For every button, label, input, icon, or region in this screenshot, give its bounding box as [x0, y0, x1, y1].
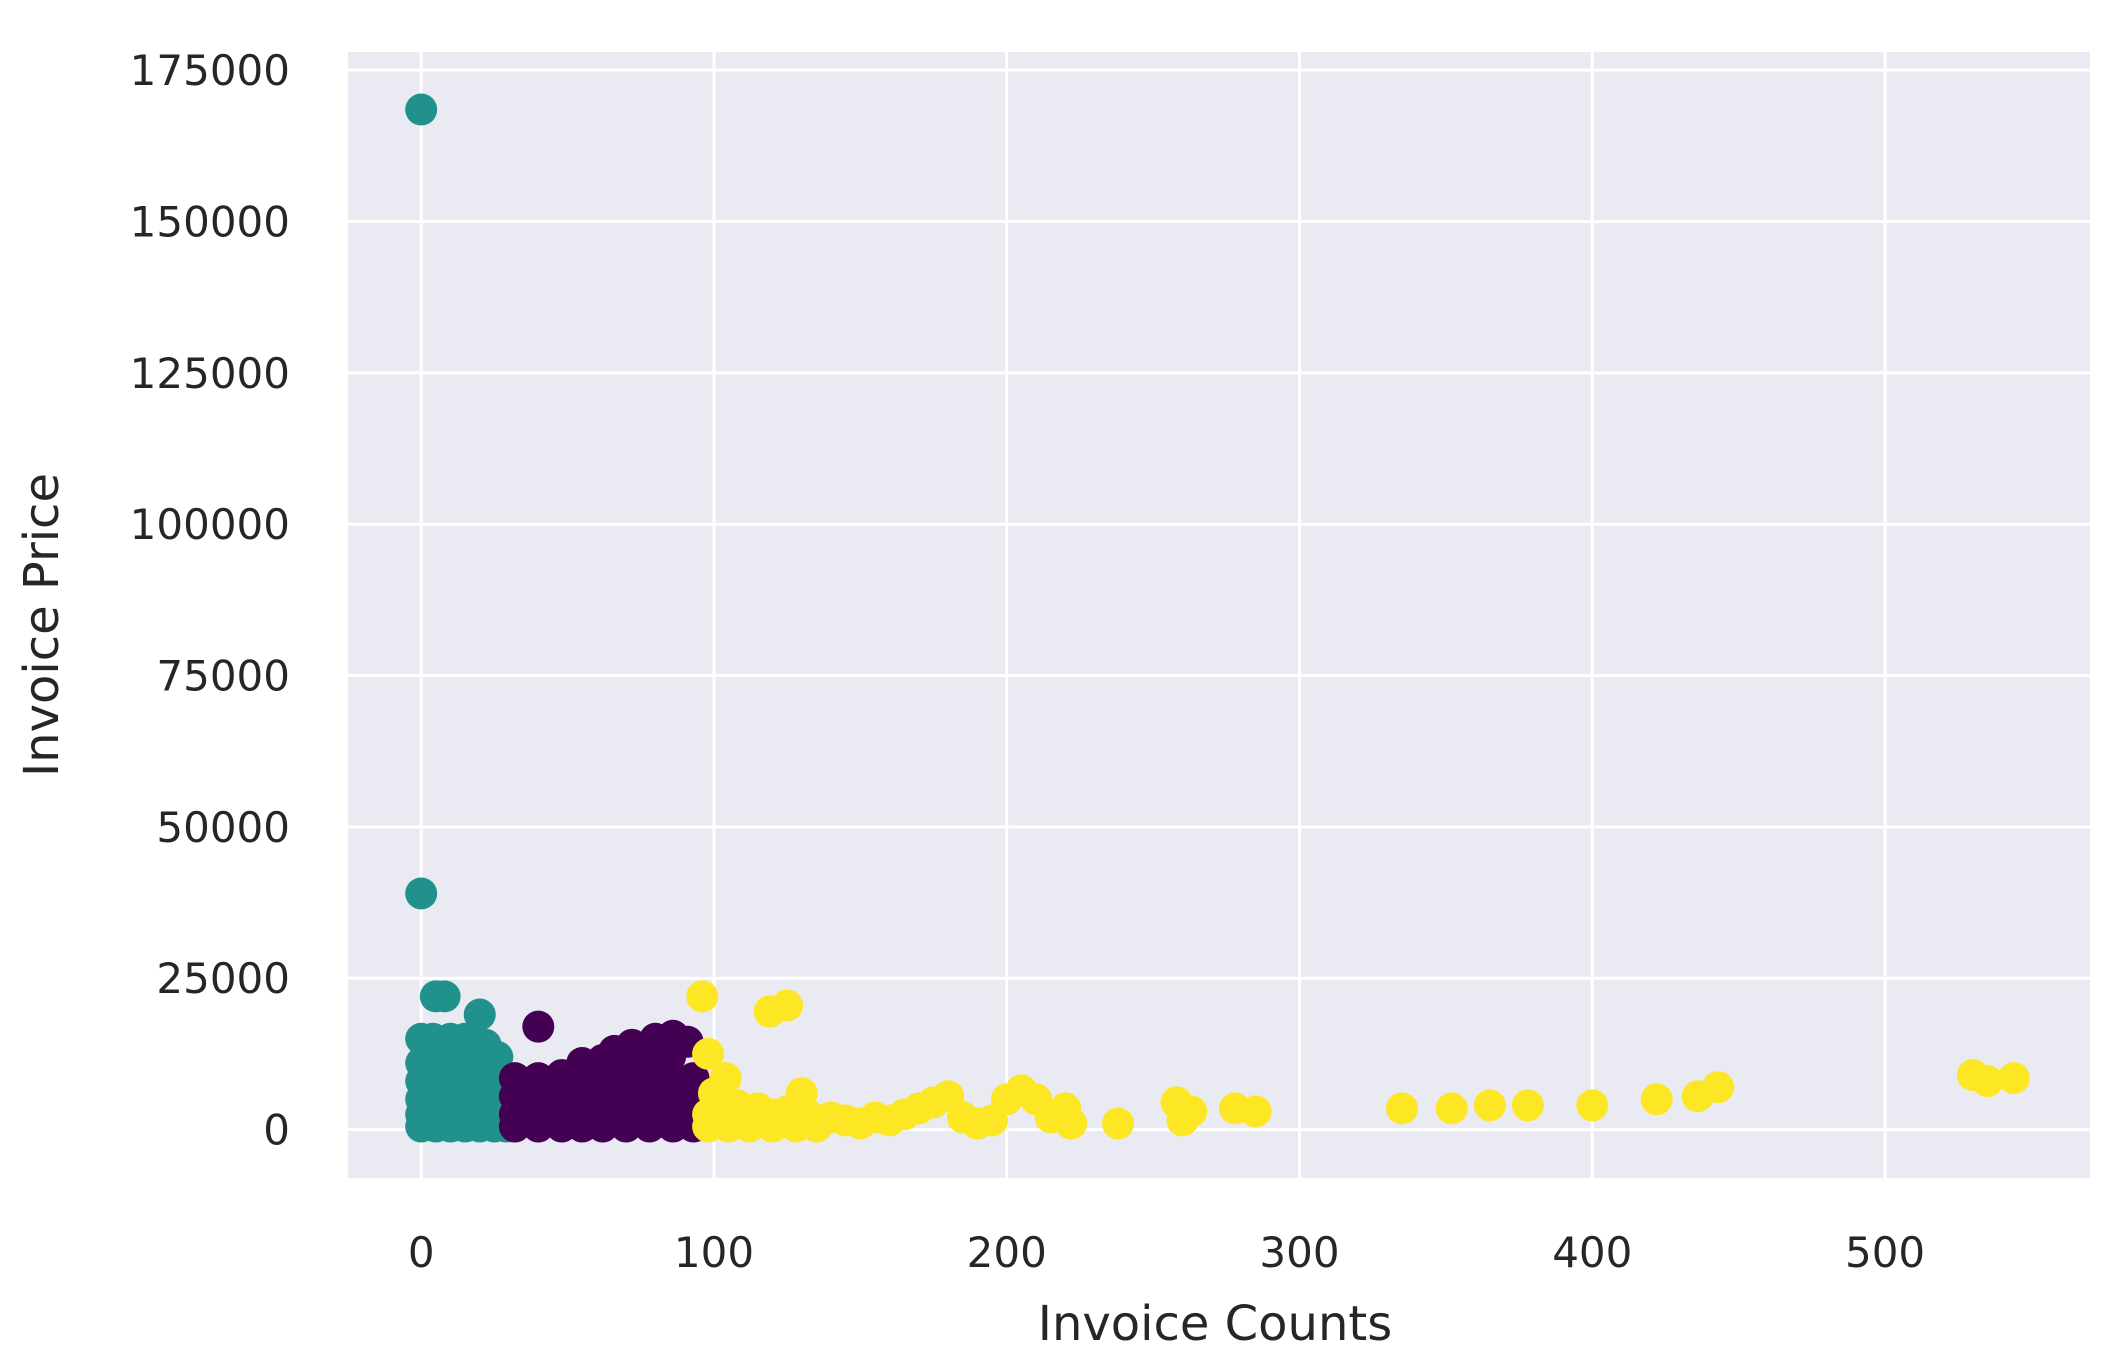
data-point [733, 1098, 766, 1131]
data-point [557, 1071, 590, 1104]
data-point [1511, 1089, 1544, 1122]
data-point [522, 1010, 555, 1043]
x-axis-label: Invoice Counts [1038, 1296, 1392, 1352]
data-point [1971, 1065, 2004, 1098]
x-tick-label: 300 [1259, 1228, 1339, 1277]
data-point [791, 1098, 824, 1131]
data-point [534, 1089, 567, 1122]
y-tick-label: 175000 [130, 46, 290, 95]
y-tick-label: 25000 [156, 954, 290, 1003]
data-point [1576, 1089, 1609, 1122]
y-tick-label: 0 [263, 1106, 290, 1155]
y-tick-labels: 0 25000 50000 75000 100000 125000 150000 175000 [130, 46, 290, 1154]
data-point [686, 980, 719, 1013]
y-axis-label: Invoice Price [14, 473, 70, 777]
plot-background [348, 52, 2090, 1178]
data-point [610, 1110, 643, 1143]
data-point [627, 1089, 660, 1122]
data-point [1473, 1089, 1506, 1122]
x-tick-label: 500 [1845, 1228, 1925, 1277]
data-point [428, 980, 461, 1013]
data-point [1175, 1095, 1208, 1128]
data-point [1640, 1083, 1673, 1116]
y-tick-label: 125000 [130, 349, 290, 398]
x-tick-label: 400 [1552, 1228, 1632, 1277]
data-point [1435, 1092, 1468, 1125]
data-point [449, 1022, 482, 1055]
x-tick-labels: 0 100 200 300 400 500 [408, 1228, 1925, 1277]
data-point [1997, 1062, 2030, 1095]
y-tick-label: 150000 [130, 198, 290, 247]
y-tick-label: 75000 [156, 652, 290, 701]
data-point [405, 93, 438, 126]
x-tick-label: 0 [408, 1228, 435, 1277]
grid [348, 52, 2090, 1178]
data-point [604, 1071, 637, 1104]
data-point [510, 1089, 543, 1122]
data-point [1101, 1107, 1134, 1140]
data-point [405, 877, 438, 910]
x-tick-label: 200 [967, 1228, 1047, 1277]
data-point [771, 989, 804, 1022]
data-point [580, 1089, 613, 1122]
y-tick-label: 100000 [130, 500, 290, 549]
x-tick-label: 100 [674, 1228, 754, 1277]
y-tick-label: 50000 [156, 803, 290, 852]
data-point [1702, 1071, 1735, 1104]
data-point [1055, 1107, 1088, 1140]
data-point [1239, 1095, 1272, 1128]
data-point [1385, 1092, 1418, 1125]
data-point [692, 1037, 725, 1070]
data-point [463, 998, 496, 1031]
scatter-points [405, 93, 2030, 1143]
